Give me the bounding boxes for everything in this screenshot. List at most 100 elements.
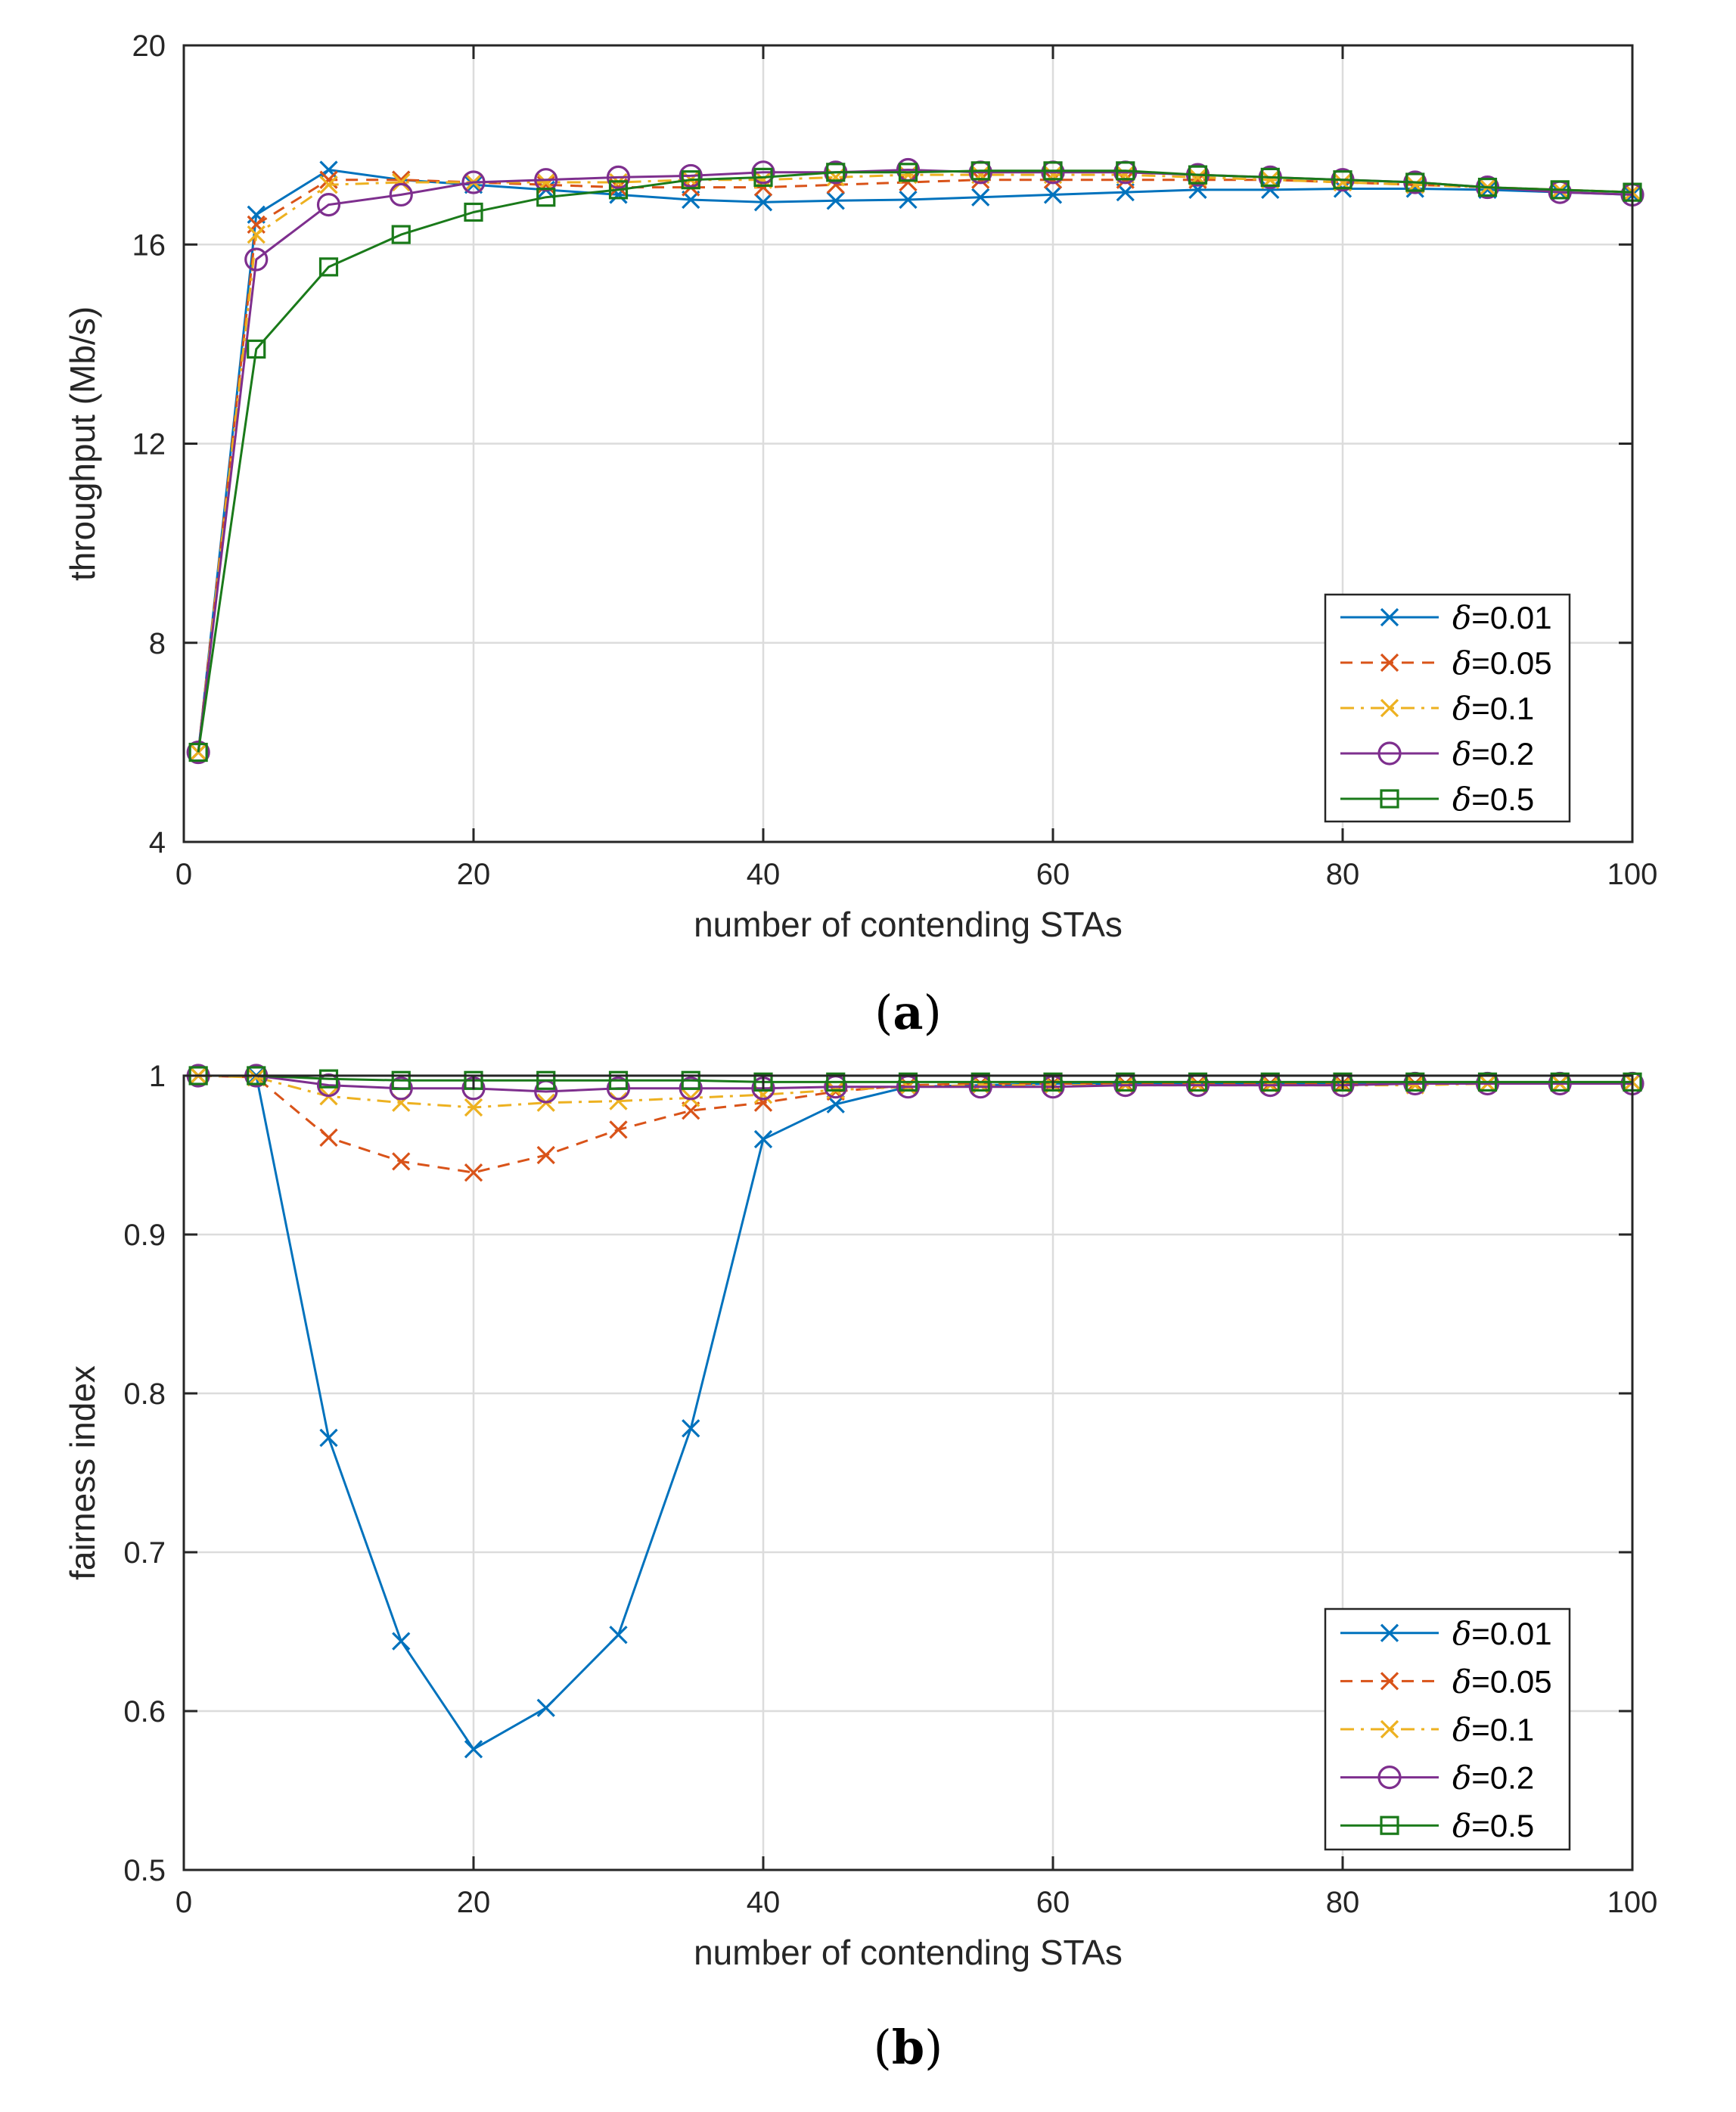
data-point — [609, 1626, 628, 1645]
data-point — [826, 1072, 846, 1092]
legend-item: δ=0.2 — [1340, 1759, 1534, 1797]
data-point — [826, 175, 845, 194]
x-tick-label: 20 — [457, 1886, 491, 1919]
chart-b: 0 20 40 60 80 100 0.5 0.6 0.7 0.8 0.9 1 number of co… — [63, 1060, 1657, 2075]
data-point — [606, 165, 631, 190]
x-tick-label: 80 — [1326, 1886, 1360, 1919]
x-tick-label: 100 — [1607, 1886, 1658, 1919]
x-tick-label: 40 — [747, 858, 781, 891]
data-point — [608, 180, 629, 200]
legend-label: δ=0.01 — [1452, 1615, 1552, 1652]
data-point — [681, 170, 700, 190]
legend-item: δ=0.1 — [1340, 1711, 1534, 1748]
legend-marker — [1377, 741, 1402, 766]
x-tick-label: 0 — [175, 858, 192, 891]
data-point — [682, 1419, 700, 1438]
x-tick-label: 60 — [1036, 1886, 1070, 1919]
legend-item: δ=0.05 — [1340, 644, 1552, 682]
legend-marker — [1380, 1672, 1399, 1691]
legend-item: δ=0.05 — [1340, 1663, 1552, 1700]
legend-label: δ=0.05 — [1452, 644, 1552, 682]
legend-marker — [1380, 1815, 1399, 1835]
legend-label: δ=0.1 — [1452, 690, 1534, 727]
subfigure-caption: (a) — [874, 985, 942, 1040]
data-point — [1043, 185, 1063, 204]
data-point — [753, 193, 773, 212]
axes-box — [182, 1074, 1634, 1871]
data-point — [608, 1070, 629, 1090]
data-point — [464, 1098, 483, 1117]
data-point — [392, 1632, 411, 1651]
data-point — [753, 167, 773, 188]
data-point — [679, 163, 703, 188]
series-0.5 — [188, 1066, 1642, 1092]
y-tick-label: 4 — [149, 826, 166, 859]
legend-marker — [1380, 1719, 1399, 1739]
data-point — [389, 1076, 413, 1101]
legend-box — [1324, 1607, 1571, 1851]
legend-marker — [1380, 789, 1399, 809]
y-tick-label: 16 — [132, 228, 166, 262]
x-tick-label: 60 — [1036, 858, 1070, 891]
y-axis-label: throughput (Mb/s) — [63, 306, 102, 581]
legend-label: δ=0.05 — [1452, 1663, 1552, 1700]
data-point — [1477, 177, 1498, 197]
y-tick-label: 20 — [132, 30, 166, 63]
data-point — [389, 182, 413, 207]
legend-marker — [1380, 1623, 1399, 1642]
data-point — [534, 168, 558, 192]
data-point — [316, 193, 341, 217]
data-point — [464, 1163, 483, 1182]
data-point — [318, 257, 339, 277]
data-point — [1116, 161, 1135, 181]
data-point — [536, 188, 556, 207]
data-point — [319, 1128, 338, 1148]
data-point — [1550, 1072, 1570, 1092]
legend-marker — [1377, 1766, 1402, 1790]
x-axis-label: number of contending STAs — [694, 905, 1123, 944]
x-axis-label: number of contending STAs — [694, 1933, 1123, 1972]
data-point — [1043, 1072, 1063, 1092]
data-point — [899, 172, 918, 192]
legend-label: δ=0.1 — [1452, 1711, 1534, 1748]
data-point — [609, 1120, 628, 1139]
x-tick-label: 20 — [457, 858, 491, 891]
data-point — [391, 1070, 411, 1090]
x-tick-label: 80 — [1326, 858, 1360, 891]
data-point — [970, 161, 990, 181]
data-point — [318, 1069, 339, 1089]
data-point — [319, 1428, 338, 1447]
data-point — [606, 1076, 631, 1101]
data-point — [1260, 1072, 1280, 1092]
x-tick-label: 40 — [747, 1886, 781, 1919]
subfigure-caption: (b) — [874, 2020, 943, 2075]
data-point — [753, 1129, 773, 1149]
legend-item: δ=0.5 — [1340, 1807, 1534, 1844]
data-point — [536, 1698, 555, 1717]
data-point — [1116, 1072, 1135, 1092]
series-line — [198, 1074, 1632, 1093]
data-point — [464, 1740, 483, 1759]
data-point — [391, 225, 411, 244]
legend-item: δ=0.2 — [1340, 735, 1534, 772]
data-point — [1043, 161, 1063, 181]
data-point — [898, 163, 918, 182]
legend-label: δ=0.5 — [1452, 781, 1534, 818]
y-tick-label: 0.5 — [123, 1854, 166, 1887]
data-point — [1188, 1072, 1208, 1092]
data-point — [609, 1092, 628, 1110]
y-tick-label: 12 — [132, 428, 166, 461]
data-point — [826, 191, 845, 210]
data-point — [1260, 167, 1280, 188]
legend-label: δ=0.01 — [1452, 599, 1552, 636]
legend-marker — [1380, 607, 1399, 627]
data-point — [1550, 180, 1570, 200]
series-line — [197, 169, 1633, 753]
legend-label: δ=0.2 — [1452, 1759, 1534, 1797]
legend-marker — [1380, 698, 1399, 718]
legend: δ=0.01 δ=0.05 δ=0.1 δ=0.2 δ=0.5 — [1324, 1607, 1571, 1851]
data-point — [899, 190, 918, 210]
data-point — [898, 1072, 918, 1092]
data-point — [1477, 1072, 1498, 1092]
data-point — [247, 339, 266, 359]
